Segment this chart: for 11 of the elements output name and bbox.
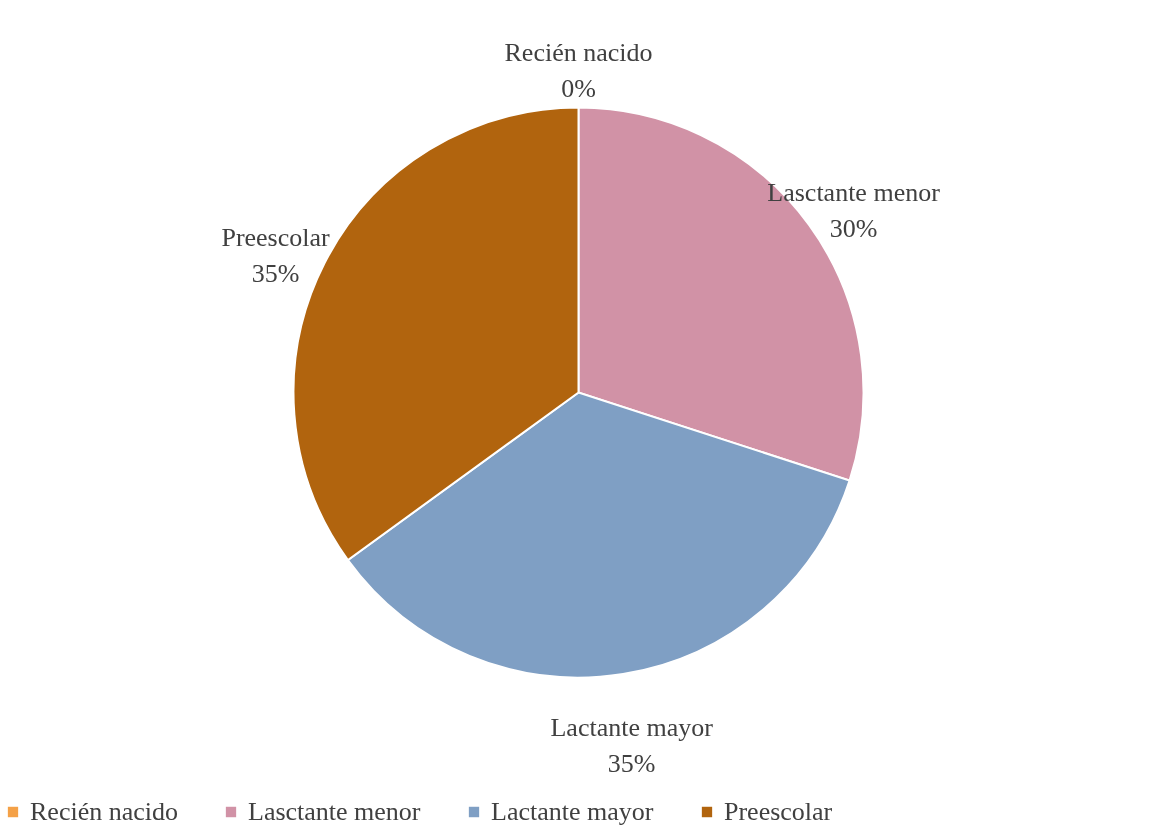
text: 0% xyxy=(561,73,596,103)
category-label: Recién nacido xyxy=(504,37,653,67)
legend-label: Preescolar xyxy=(724,797,833,826)
legend-label: Lasctante menor xyxy=(248,797,421,826)
data-label: 35% xyxy=(607,749,656,779)
legend-label: Recién nacido xyxy=(30,797,178,826)
data-label: 30% xyxy=(829,213,878,243)
slice-label: Preescolar xyxy=(221,223,331,253)
legend-label: Lactante mayor xyxy=(491,797,654,826)
data-label: 35% xyxy=(251,259,300,289)
slice-label: Lactante mayor xyxy=(550,713,714,743)
